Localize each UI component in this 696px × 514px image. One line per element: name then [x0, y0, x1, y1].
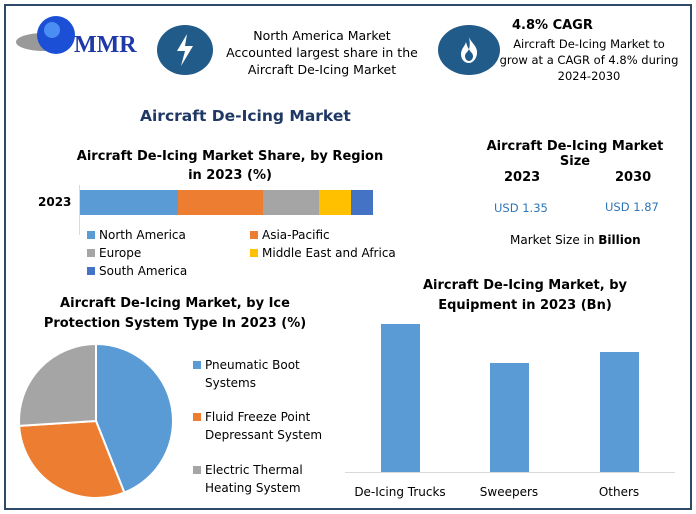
frame [4, 4, 692, 510]
flame-icon [438, 25, 500, 75]
equipment-chart-title: Aircraft De-Icing Market, by Equipment i… [423, 278, 627, 313]
market-size-note: Market Size in Billion [510, 233, 641, 247]
legend-label: Pneumatic Boot Systems [205, 358, 300, 390]
region-axis [79, 185, 80, 235]
equipment-tick-label: De-Icing Trucks [354, 485, 446, 499]
pie-title: Aircraft De-Icing Market, by Ice Protect… [43, 296, 307, 331]
region-chart-title: Aircraft De-Icing Market Share, by Regio… [76, 149, 384, 183]
lightning-icon [157, 25, 213, 75]
equipment-bar [600, 352, 639, 472]
note-unit: Billion [598, 233, 641, 247]
region-segment-asia-pacific [178, 190, 264, 215]
region-segment-europe [263, 190, 319, 215]
equipment-tick-label: Others [598, 485, 640, 499]
legend-swatch [193, 361, 201, 369]
legend-label: Electric Thermal Heating System [205, 463, 303, 495]
logo-text: MMR [74, 32, 137, 58]
pie-slice [18, 419, 126, 499]
pie-slice [18, 342, 97, 427]
region-legend-item: South America [87, 264, 187, 278]
pie-legend-item: Fluid Freeze Point Depressant System [193, 408, 353, 444]
equipment-bar [490, 363, 529, 472]
pie-slice [95, 342, 174, 494]
equipment-bar [381, 324, 420, 472]
cagr-text: Aircraft De-Icing Market to grow at a CA… [499, 37, 679, 83]
market-size-title: Aircraft De-Icing Market Size [486, 139, 664, 169]
legend-label: South America [99, 264, 188, 278]
legend-label: Asia-Pacific [262, 228, 330, 242]
equipment-tick-label: Sweepers [479, 485, 539, 499]
note-prefix: Market Size in [510, 233, 599, 247]
year-2030: 2030 [615, 170, 652, 185]
legend-swatch [87, 231, 95, 239]
legend-swatch [87, 267, 95, 275]
region-legend-item: Europe [87, 246, 141, 260]
main-title: Aircraft De-Icing Market [140, 107, 351, 125]
region-y-label: 2023 [38, 195, 72, 209]
region-segment-north-america [80, 190, 179, 215]
legend-swatch [193, 413, 201, 421]
year-2023: 2023 [504, 170, 541, 185]
globe-icon [16, 16, 75, 54]
region-legend-item: North America [87, 228, 186, 242]
region-legend-item: Asia-Pacific [250, 228, 330, 242]
legend-label: Europe [99, 246, 142, 260]
region-segment-middle-east-and-africa [318, 190, 351, 215]
legend-label: Middle East and Africa [262, 246, 396, 260]
pie-legend-item: Electric Thermal Heating System [193, 461, 353, 497]
value-2030: USD 1.87 [605, 200, 659, 214]
pie-legend-item: Pneumatic Boot Systems [193, 356, 353, 392]
region-legend-item: Middle East and Africa [250, 246, 396, 260]
logo: MMR [14, 12, 139, 62]
equipment-axis [345, 472, 675, 473]
legend-label: North America [99, 228, 186, 242]
legend-swatch [250, 249, 258, 257]
legend-swatch [193, 466, 201, 474]
value-2023: USD 1.35 [494, 201, 548, 215]
region-segment-south-america [350, 190, 373, 215]
region-stacked-bar [80, 190, 373, 215]
pie-chart [18, 342, 174, 499]
cagr-title: 4.8% CAGR [512, 18, 593, 33]
legend-swatch [250, 231, 258, 239]
legend-swatch [87, 249, 95, 257]
legend-label: Fluid Freeze Point Depressant System [205, 410, 323, 442]
highlight-north-america: North America Market Accounted largest s… [226, 28, 418, 77]
